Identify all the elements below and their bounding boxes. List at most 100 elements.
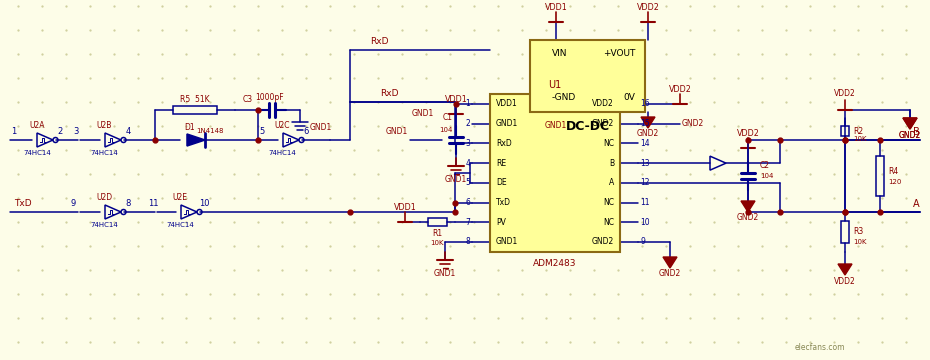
Text: elecfans.com: elecfans.com (795, 343, 845, 352)
Bar (490, 94, 620, 252)
Polygon shape (641, 117, 655, 128)
Text: 3: 3 (465, 139, 470, 148)
Text: NC: NC (603, 139, 614, 148)
Text: B: B (609, 159, 614, 168)
Text: 6: 6 (465, 198, 470, 207)
Text: RxD: RxD (370, 37, 389, 46)
Text: GND1: GND1 (412, 109, 434, 118)
Text: ADM2483: ADM2483 (533, 260, 577, 269)
Text: -GND: -GND (552, 94, 577, 103)
Text: RE: RE (496, 159, 506, 168)
Text: PV: PV (496, 218, 506, 227)
Text: 0V: 0V (623, 94, 635, 103)
Text: 12: 12 (640, 178, 649, 187)
Bar (428, 218, 447, 226)
Text: GND2: GND2 (637, 130, 659, 139)
Text: 1: 1 (11, 127, 17, 136)
Text: R1: R1 (432, 229, 442, 238)
Text: 9: 9 (71, 199, 75, 208)
Bar (841, 126, 849, 136)
Text: C2: C2 (760, 162, 770, 171)
Text: VIN: VIN (552, 49, 567, 58)
Text: R4: R4 (888, 167, 898, 176)
Text: 13: 13 (640, 159, 650, 168)
Text: GND1: GND1 (496, 119, 518, 128)
Text: NC: NC (603, 198, 614, 207)
Text: 4: 4 (465, 159, 470, 168)
Text: 74HC14: 74HC14 (166, 222, 193, 228)
Text: B: B (913, 127, 920, 137)
Text: 1000pF: 1000pF (256, 94, 285, 103)
Text: GND1: GND1 (434, 270, 456, 279)
Text: GND1: GND1 (496, 238, 518, 247)
Text: 11: 11 (640, 198, 649, 207)
Text: R3: R3 (853, 228, 863, 237)
Text: U2B: U2B (97, 122, 112, 130)
Text: 9: 9 (640, 238, 644, 247)
Text: 1: 1 (465, 99, 470, 108)
Text: D1: D1 (185, 122, 195, 131)
Text: GND2: GND2 (591, 238, 614, 247)
Text: GND2: GND2 (899, 130, 921, 139)
Text: 104: 104 (440, 127, 453, 133)
Text: VDD1: VDD1 (393, 203, 417, 212)
Text: A: A (609, 178, 614, 187)
Text: 6: 6 (303, 127, 309, 136)
Text: C1: C1 (443, 113, 453, 122)
Text: VDD2: VDD2 (737, 129, 760, 138)
Text: 74HC14: 74HC14 (90, 222, 118, 228)
Text: 7: 7 (465, 218, 470, 227)
Text: GND1: GND1 (545, 122, 567, 130)
Text: 16: 16 (640, 99, 650, 108)
Polygon shape (187, 134, 205, 146)
Text: NC: NC (603, 218, 614, 227)
Text: VDD1: VDD1 (496, 99, 518, 108)
Text: 10K: 10K (431, 240, 444, 246)
Text: GND2: GND2 (591, 119, 614, 128)
Text: GND1: GND1 (310, 123, 332, 132)
Text: R2: R2 (853, 126, 863, 135)
Text: C3: C3 (243, 95, 253, 104)
Text: 8: 8 (465, 238, 470, 247)
Text: 120: 120 (888, 179, 901, 185)
Text: 10: 10 (199, 199, 209, 208)
Text: 10K: 10K (853, 239, 867, 245)
Polygon shape (838, 264, 852, 275)
Text: U2D: U2D (96, 194, 112, 202)
Text: +VOUT: +VOUT (603, 49, 635, 58)
Text: 1N4148: 1N4148 (196, 128, 224, 134)
Text: R5  51K: R5 51K (180, 95, 210, 104)
Text: RxD: RxD (380, 90, 398, 99)
Text: 14: 14 (640, 139, 650, 148)
Text: U1: U1 (549, 80, 562, 90)
Polygon shape (741, 201, 755, 212)
Text: GND1: GND1 (445, 175, 467, 184)
Text: GND2: GND2 (658, 270, 681, 279)
Text: U2C: U2C (274, 122, 290, 130)
Bar (173, 106, 218, 114)
Text: 15: 15 (640, 119, 650, 128)
Text: VDD2: VDD2 (636, 3, 659, 12)
Text: VDD2: VDD2 (834, 276, 856, 285)
Text: DC-DC: DC-DC (565, 120, 609, 132)
Text: 104: 104 (760, 173, 774, 179)
Text: VDD2: VDD2 (592, 99, 614, 108)
Text: TxD: TxD (14, 199, 32, 208)
Text: 11: 11 (148, 199, 158, 208)
Text: 2: 2 (58, 127, 62, 136)
Text: 10K: 10K (853, 136, 867, 142)
Text: 5: 5 (465, 178, 470, 187)
Text: GND2: GND2 (682, 119, 704, 128)
Text: 2: 2 (465, 119, 470, 128)
Text: U2E: U2E (172, 194, 188, 202)
Text: VDD1: VDD1 (445, 94, 468, 104)
Polygon shape (903, 118, 917, 129)
Text: 5: 5 (259, 127, 265, 136)
Text: TxD: TxD (496, 198, 511, 207)
Text: 8: 8 (126, 199, 131, 208)
Text: U2A: U2A (29, 122, 45, 130)
Bar (530, 40, 645, 112)
Bar (841, 221, 849, 243)
Text: GND2: GND2 (737, 213, 759, 222)
Polygon shape (903, 118, 917, 129)
